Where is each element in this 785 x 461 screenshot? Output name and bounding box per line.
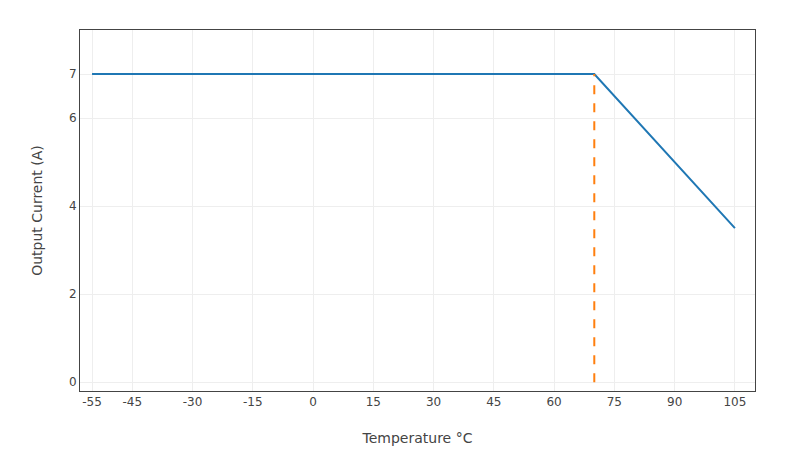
svg-text:2: 2 <box>69 287 77 301</box>
svg-text:0: 0 <box>69 375 77 389</box>
svg-text:-30: -30 <box>183 395 203 409</box>
svg-text:60: 60 <box>546 395 561 409</box>
svg-text:6: 6 <box>69 111 77 125</box>
svg-text:Temperature °C: Temperature °C <box>362 430 473 446</box>
svg-text:Output Current (A): Output Current (A) <box>29 145 45 276</box>
svg-text:75: 75 <box>607 395 622 409</box>
svg-text:7: 7 <box>69 67 77 81</box>
svg-text:-55: -55 <box>82 395 102 409</box>
svg-text:4: 4 <box>69 199 77 213</box>
svg-text:-45: -45 <box>122 395 142 409</box>
svg-text:45: 45 <box>486 395 501 409</box>
svg-text:105: 105 <box>723 395 746 409</box>
svg-text:0: 0 <box>309 395 317 409</box>
svg-text:-15: -15 <box>243 395 263 409</box>
svg-text:30: 30 <box>426 395 441 409</box>
svg-text:90: 90 <box>667 395 682 409</box>
svg-text:15: 15 <box>366 395 381 409</box>
